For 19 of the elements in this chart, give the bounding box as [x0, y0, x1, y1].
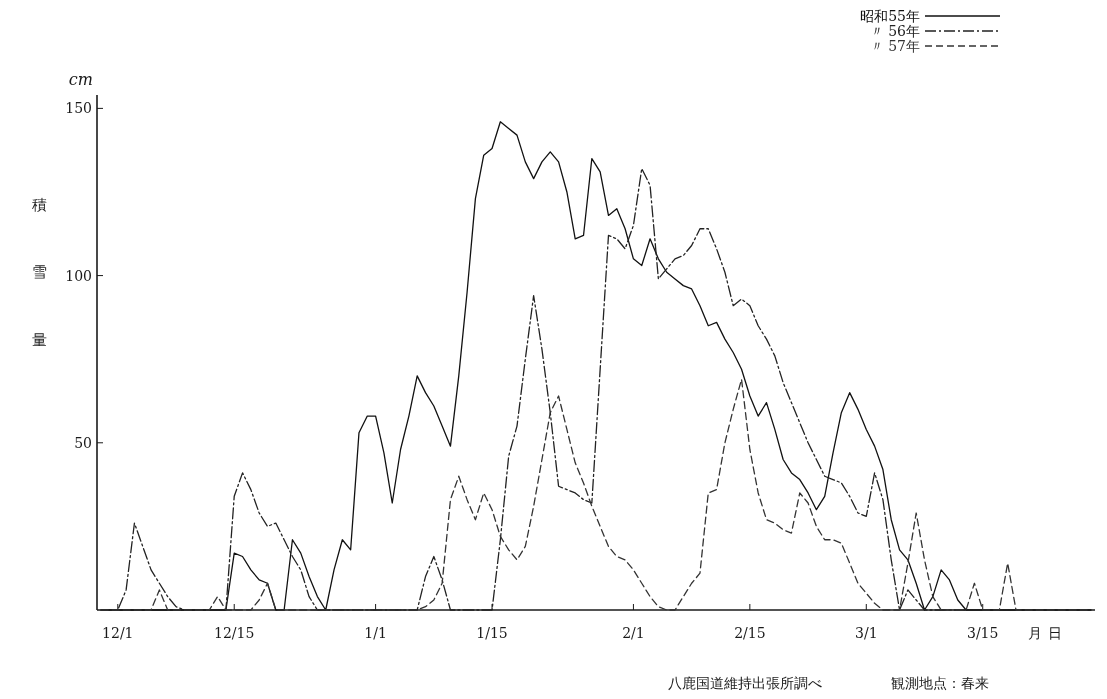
text: 昭和55年: [860, 8, 920, 24]
x-tick-label: 12/1: [102, 625, 134, 641]
x-axis-title: 月日: [1028, 625, 1068, 641]
text: 〃 57年: [869, 38, 920, 54]
y-tick-label: 50: [74, 434, 92, 451]
text: cm: [68, 70, 93, 89]
x-tick-label: 1/15: [476, 625, 508, 641]
x-tick-label: 3/1: [855, 625, 878, 641]
text: 八鹿国道維持出張所調べ: [668, 675, 822, 691]
y-tick-label: 150: [65, 100, 92, 117]
x-tick-label: 2/15: [734, 625, 766, 641]
x-tick-label: 1/1: [364, 625, 387, 641]
x-tick-label: 2/1: [622, 625, 645, 641]
y-tick-label: 100: [65, 267, 92, 284]
text: 〃 56年: [869, 23, 920, 39]
x-tick-label: 12/15: [214, 625, 255, 641]
x-tick-label: 3/15: [967, 625, 999, 641]
y-axis-title: 積雪量: [31, 185, 49, 389]
text: 観測地点：春来: [891, 675, 989, 691]
